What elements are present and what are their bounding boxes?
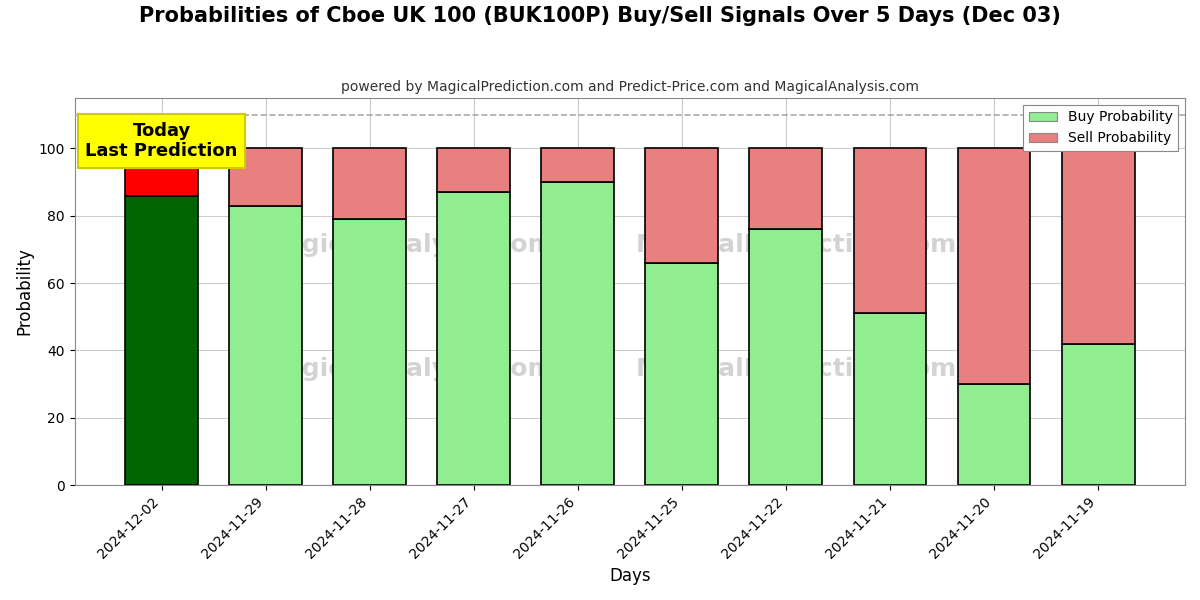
Bar (853, 148, 926, 313)
Title: powered by MagicalPrediction.com and Predict-Price.com and MagicalAnalysis.com: powered by MagicalPrediction.com and Pre… (341, 80, 919, 94)
Text: MagicalPrediction.com: MagicalPrediction.com (636, 357, 958, 381)
Bar (958, 148, 1031, 384)
Text: MagicalAnalysis.com: MagicalAnalysis.com (260, 357, 554, 381)
Bar (334, 219, 406, 485)
Text: MagicalAnalysis.com: MagicalAnalysis.com (260, 233, 554, 257)
Bar (334, 148, 406, 219)
Bar (750, 148, 822, 229)
Bar (437, 148, 510, 192)
Legend: Buy Probability, Sell Probability: Buy Probability, Sell Probability (1024, 105, 1178, 151)
Bar (646, 148, 719, 263)
Bar (229, 206, 302, 485)
Bar (125, 196, 198, 485)
Text: MagicalPrediction.com: MagicalPrediction.com (636, 233, 958, 257)
Bar (646, 263, 719, 485)
Bar (1062, 344, 1134, 485)
Bar (958, 384, 1031, 485)
Y-axis label: Probability: Probability (16, 248, 34, 335)
Bar (125, 148, 198, 196)
Bar (750, 229, 822, 485)
Text: Today
Last Prediction: Today Last Prediction (85, 122, 238, 160)
Text: Probabilities of Cboe UK 100 (BUK100P) Buy/Sell Signals Over 5 Days (Dec 03): Probabilities of Cboe UK 100 (BUK100P) B… (139, 6, 1061, 26)
Bar (541, 182, 614, 485)
Bar (541, 148, 614, 182)
Bar (229, 148, 302, 206)
X-axis label: Days: Days (610, 567, 650, 585)
Bar (853, 313, 926, 485)
Bar (1062, 148, 1134, 344)
Bar (437, 192, 510, 485)
